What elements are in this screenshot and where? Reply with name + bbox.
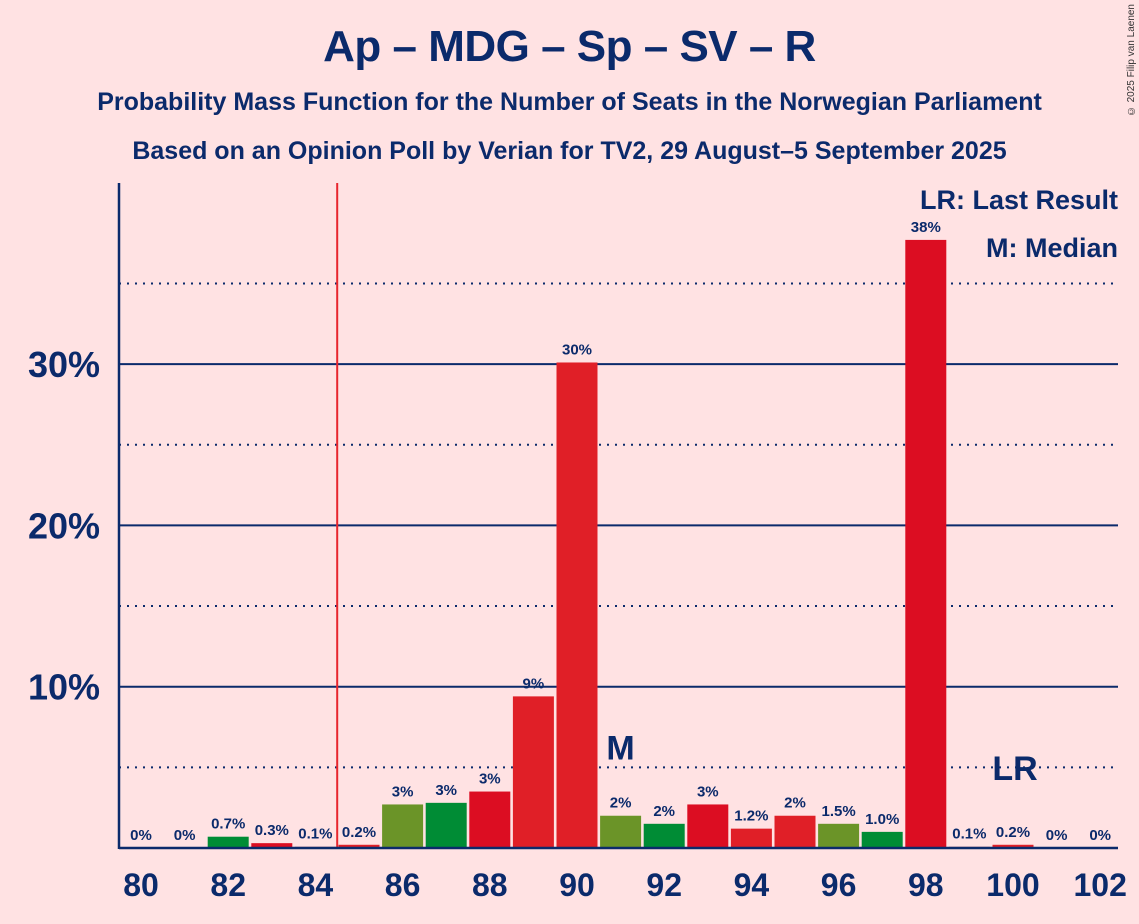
value-label: 0.1% — [952, 825, 986, 842]
bars — [207, 183, 1034, 849]
bar — [730, 828, 772, 848]
value-labels: 0% 0% 0.7% 0.3% 0.1% 0.2% 3% 3% 3% 9% 30% 2% 2% 3% 1.2… — [130, 219, 1111, 844]
median-marker: M — [606, 730, 634, 768]
axes — [117, 183, 1118, 850]
y-tick-label: 20% — [28, 505, 100, 546]
value-label: 38% — [911, 219, 941, 236]
bar — [425, 802, 467, 848]
bar — [251, 843, 293, 848]
value-label: 0% — [1089, 827, 1111, 844]
bar — [774, 815, 816, 848]
bar — [905, 239, 947, 849]
value-label: 0% — [1046, 827, 1068, 844]
x-tick-label: 88 — [472, 867, 508, 903]
value-label: 0.2% — [996, 824, 1030, 841]
x-tick-label: 94 — [734, 867, 770, 903]
value-label: 1.5% — [821, 803, 855, 820]
bar — [600, 815, 642, 848]
x-tick-label: 90 — [559, 867, 595, 903]
bar — [861, 831, 903, 848]
value-label: 3% — [435, 782, 457, 799]
value-label: 0% — [174, 827, 196, 844]
legend-last-result: LR: Last Result — [920, 185, 1118, 215]
bar — [687, 804, 729, 848]
value-label: 0.3% — [255, 822, 289, 839]
value-label: 0.2% — [342, 824, 376, 841]
x-tick-label: 98 — [908, 867, 944, 903]
bar — [207, 836, 249, 848]
chart-title: Ap – MDG – Sp – SV – R — [323, 22, 816, 71]
value-label: 3% — [697, 783, 719, 800]
gridlines — [119, 282, 1118, 769]
bar — [338, 844, 380, 848]
chart-source-line: Based on an Opinion Poll by Verian for T… — [132, 137, 1007, 165]
x-tick-label: 100 — [986, 867, 1039, 903]
value-label: 0.7% — [211, 816, 245, 833]
value-label: 1.0% — [865, 811, 899, 828]
bar — [469, 791, 511, 848]
y-tick-labels: 10% 20% 30% — [28, 344, 100, 708]
x-tick-label: 82 — [210, 867, 246, 903]
value-label: 0% — [130, 827, 152, 844]
y-tick-label: 30% — [28, 344, 100, 385]
value-label: 30% — [562, 341, 592, 358]
value-label: 2% — [784, 795, 806, 812]
x-tick-label: 84 — [298, 867, 334, 903]
markers: M LR — [606, 730, 1037, 788]
bar — [512, 696, 554, 848]
value-label: 2% — [610, 795, 632, 812]
bar — [992, 844, 1034, 848]
x-tick-labels: 80 82 84 86 88 90 92 94 96 98 100 102 — [123, 867, 1127, 903]
x-tick-label: 80 — [123, 867, 159, 903]
x-tick-label: 96 — [821, 867, 857, 903]
x-tick-label: 92 — [646, 867, 682, 903]
value-label: 1.2% — [734, 808, 768, 825]
x-tick-label: 102 — [1074, 867, 1127, 903]
bar — [556, 362, 598, 848]
value-label: 9% — [523, 675, 545, 692]
value-label: 3% — [392, 783, 414, 800]
value-label: 2% — [653, 803, 675, 820]
last-result-marker: LR — [992, 750, 1037, 788]
chart-subtitle: Probability Mass Function for the Number… — [97, 88, 1042, 116]
bar — [382, 804, 424, 848]
bar — [643, 823, 685, 848]
bar — [818, 823, 860, 848]
x-tick-label: 86 — [385, 867, 421, 903]
value-label: 3% — [479, 771, 501, 788]
y-tick-label: 10% — [28, 667, 100, 708]
value-label: 0.1% — [298, 825, 332, 842]
legend-median: M: Median — [986, 233, 1118, 263]
